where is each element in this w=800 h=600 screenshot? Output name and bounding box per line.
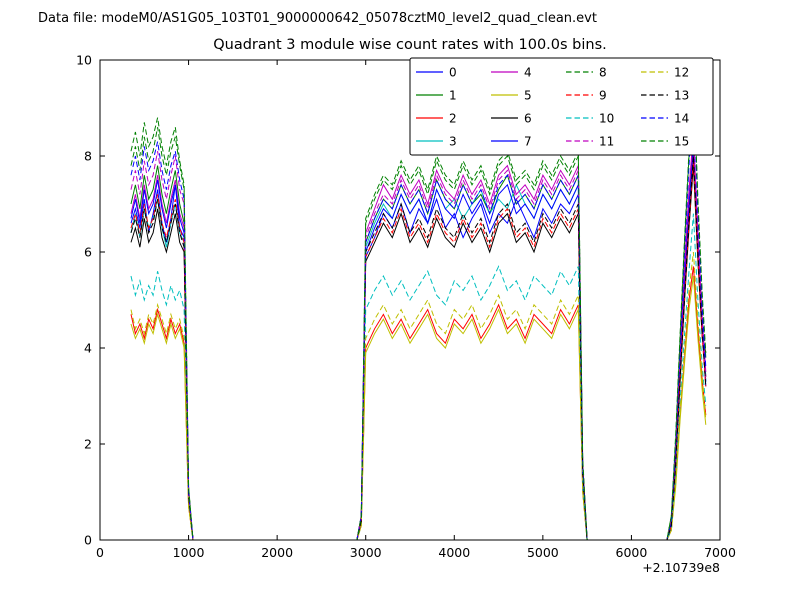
series-line-9 <box>130 160 707 541</box>
legend-label: 0 <box>449 66 457 80</box>
legend-label: 11 <box>599 135 614 149</box>
x-tick-label: 5000 <box>527 545 559 560</box>
legend-label: 14 <box>674 112 689 126</box>
chart-title: Quadrant 3 module wise count rates with … <box>213 37 607 53</box>
legend-label: 10 <box>599 112 614 126</box>
legend-label: 7 <box>524 135 532 149</box>
x-tick-label: 2000 <box>261 545 293 560</box>
legend-label: 3 <box>449 135 457 149</box>
x-tick-label: 6000 <box>616 545 648 560</box>
x-tick-label: 4000 <box>438 545 470 560</box>
series-line-14 <box>130 88 707 541</box>
series-line-2 <box>130 266 707 541</box>
series-line-11 <box>130 136 707 541</box>
legend-label: 6 <box>524 112 532 126</box>
x-tick-label: 7000 <box>704 545 736 560</box>
legend-label: 9 <box>599 89 607 103</box>
y-tick-label: 10 <box>76 53 92 68</box>
legend-label: 13 <box>674 89 689 103</box>
legend-label: 2 <box>449 112 457 126</box>
y-tick-label: 8 <box>84 149 92 164</box>
series-line-15 <box>130 79 707 541</box>
legend-box <box>409 57 714 156</box>
x-offset-label: +2.10739e8 <box>642 560 720 575</box>
y-tick-label: 2 <box>84 437 92 452</box>
series-line-12 <box>130 251 707 541</box>
legend-label: 8 <box>599 66 607 80</box>
x-tick-label: 1000 <box>173 545 205 560</box>
figure-header: Data file: modeM0/AS1G05_103T01_90000006… <box>38 11 597 26</box>
y-tick-label: 4 <box>84 341 92 356</box>
series-line-3 <box>130 146 707 541</box>
legend-label: 5 <box>524 89 532 103</box>
series-line-7 <box>130 146 707 541</box>
legend-label: 1 <box>449 89 457 103</box>
legend-label: 4 <box>524 66 532 80</box>
y-tick-label: 6 <box>84 245 92 260</box>
legend-label: 15 <box>674 135 689 149</box>
x-tick-label: 3000 <box>350 545 382 560</box>
legend-label: 12 <box>674 66 689 80</box>
y-tick-label: 0 <box>84 533 92 548</box>
series-line-10 <box>130 213 707 541</box>
series-line-0 <box>130 151 707 541</box>
series-line-6 <box>130 165 707 541</box>
series-line-13 <box>130 155 707 541</box>
series-line-1 <box>130 136 707 541</box>
series-line-4 <box>130 131 707 541</box>
x-tick-label: 0 <box>96 545 104 560</box>
